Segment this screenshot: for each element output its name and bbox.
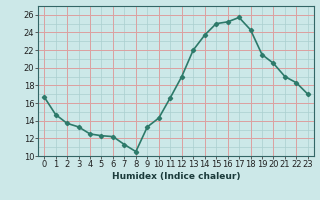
X-axis label: Humidex (Indice chaleur): Humidex (Indice chaleur) [112, 172, 240, 181]
